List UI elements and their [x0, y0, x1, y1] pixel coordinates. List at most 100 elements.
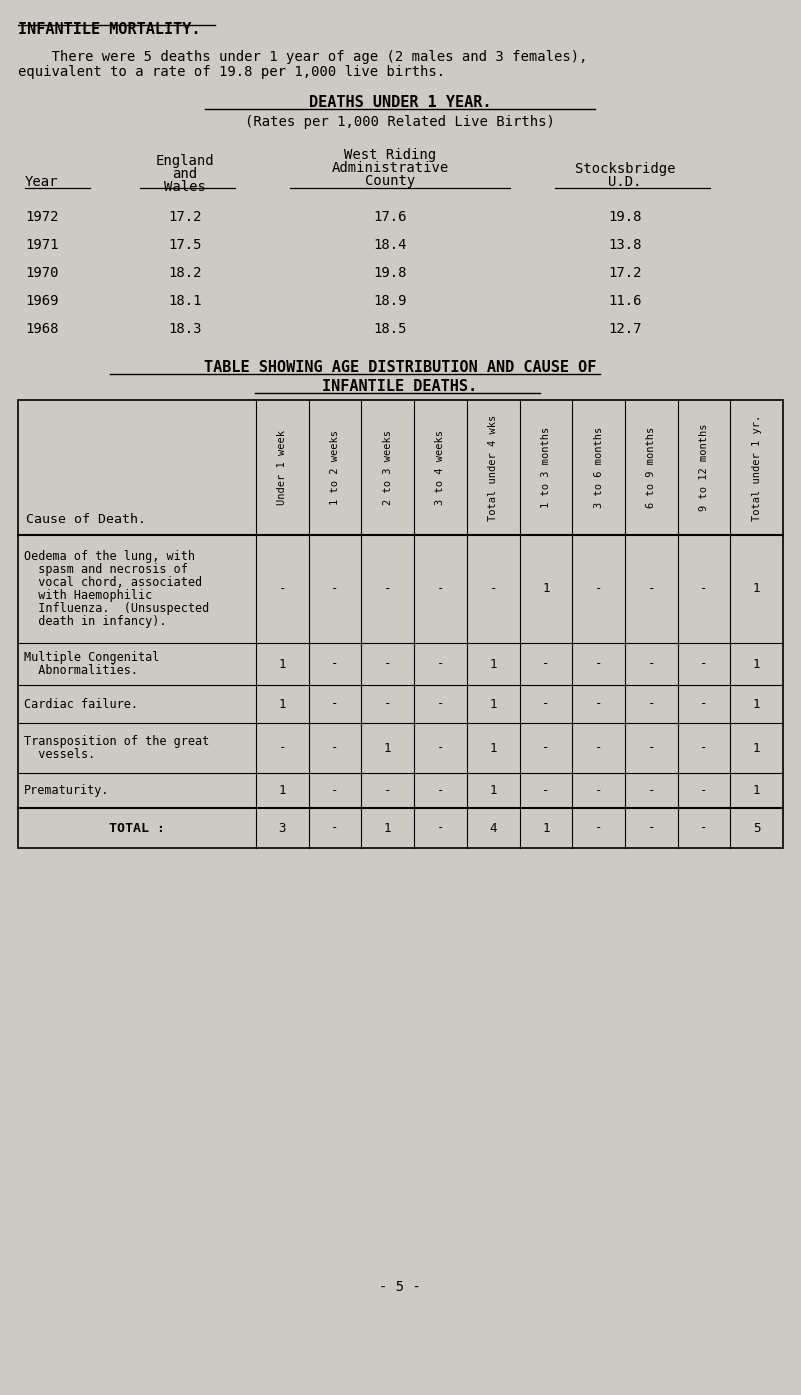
Text: -: - — [332, 742, 339, 755]
Text: County: County — [365, 174, 415, 188]
Text: 1: 1 — [489, 784, 497, 797]
Text: 1: 1 — [279, 784, 286, 797]
Text: 18.1: 18.1 — [168, 294, 202, 308]
Text: -: - — [437, 657, 445, 671]
Text: 1: 1 — [489, 657, 497, 671]
Text: 3: 3 — [279, 822, 286, 834]
Text: 1972: 1972 — [25, 211, 58, 225]
Text: 1 to 2 weeks: 1 to 2 weeks — [330, 430, 340, 505]
Text: Cause of Death.: Cause of Death. — [26, 513, 146, 526]
Text: -: - — [647, 657, 655, 671]
Text: -: - — [595, 784, 602, 797]
Text: and: and — [172, 167, 198, 181]
Text: Total under 4 wks: Total under 4 wks — [488, 414, 498, 520]
Text: -: - — [700, 822, 708, 834]
Text: There were 5 deaths under 1 year of age (2 males and 3 females),: There were 5 deaths under 1 year of age … — [18, 50, 587, 64]
Text: 5: 5 — [753, 822, 760, 834]
Text: vocal chord, associated: vocal chord, associated — [24, 576, 202, 589]
Text: 1: 1 — [384, 822, 392, 834]
Text: 1: 1 — [753, 742, 760, 755]
Text: 11.6: 11.6 — [608, 294, 642, 308]
Text: 18.5: 18.5 — [373, 322, 407, 336]
Text: 19.8: 19.8 — [373, 266, 407, 280]
Text: Influenza.  (Unsuspected: Influenza. (Unsuspected — [24, 603, 209, 615]
Text: Administrative: Administrative — [332, 160, 449, 174]
Text: Abnormalities.: Abnormalities. — [24, 664, 138, 677]
Text: 1971: 1971 — [25, 239, 58, 252]
Text: Cardiac failure.: Cardiac failure. — [24, 698, 138, 710]
Text: -: - — [384, 698, 392, 710]
Text: 12.7: 12.7 — [608, 322, 642, 336]
Text: -: - — [489, 583, 497, 596]
Text: 18.9: 18.9 — [373, 294, 407, 308]
Text: U.D.: U.D. — [608, 174, 642, 188]
Text: -: - — [437, 822, 445, 834]
Text: INFANTILE MORTALITY.: INFANTILE MORTALITY. — [18, 22, 200, 38]
Text: 1: 1 — [753, 698, 760, 710]
Text: -: - — [437, 784, 445, 797]
Text: 1968: 1968 — [25, 322, 58, 336]
Text: 6 to 9 months: 6 to 9 months — [646, 427, 656, 508]
Text: Total under 1 yr.: Total under 1 yr. — [751, 414, 762, 520]
Text: 13.8: 13.8 — [608, 239, 642, 252]
Text: 1: 1 — [753, 784, 760, 797]
Text: 1: 1 — [753, 657, 760, 671]
Text: INFANTILE DEATHS.: INFANTILE DEATHS. — [323, 379, 477, 393]
Text: 1: 1 — [489, 698, 497, 710]
Bar — [18, 400, 783, 848]
Text: Transposition of the great: Transposition of the great — [24, 735, 209, 748]
Text: -: - — [647, 742, 655, 755]
Text: Under 1 week: Under 1 week — [277, 430, 288, 505]
Text: 1: 1 — [279, 657, 286, 671]
Text: -: - — [700, 742, 708, 755]
Text: -: - — [384, 784, 392, 797]
Text: -: - — [437, 698, 445, 710]
Text: -: - — [542, 657, 549, 671]
Text: 9 to 12 months: 9 to 12 months — [699, 424, 709, 511]
Text: 17.6: 17.6 — [373, 211, 407, 225]
Text: 3 to 6 months: 3 to 6 months — [594, 427, 603, 508]
Text: England: England — [155, 153, 215, 167]
Text: -: - — [332, 698, 339, 710]
Text: -: - — [647, 822, 655, 834]
Text: 4: 4 — [489, 822, 497, 834]
Text: -: - — [542, 698, 549, 710]
Text: -: - — [542, 742, 549, 755]
Text: 17.2: 17.2 — [608, 266, 642, 280]
Text: - 5 -: - 5 - — [379, 1281, 421, 1295]
Text: -: - — [332, 784, 339, 797]
Text: -: - — [279, 583, 286, 596]
Text: 18.3: 18.3 — [168, 322, 202, 336]
Text: -: - — [437, 742, 445, 755]
Text: 17.5: 17.5 — [168, 239, 202, 252]
Text: Multiple Congenital: Multiple Congenital — [24, 651, 159, 664]
Text: TOTAL :: TOTAL : — [109, 822, 165, 834]
Text: -: - — [384, 583, 392, 596]
Text: Prematurity.: Prematurity. — [24, 784, 110, 797]
Text: 1: 1 — [384, 742, 392, 755]
Text: 1970: 1970 — [25, 266, 58, 280]
Text: -: - — [595, 822, 602, 834]
Text: -: - — [332, 583, 339, 596]
Text: -: - — [700, 698, 708, 710]
Text: 1: 1 — [753, 583, 760, 596]
Text: -: - — [542, 784, 549, 797]
Text: with Haemophilic: with Haemophilic — [24, 589, 152, 603]
Text: -: - — [437, 583, 445, 596]
Text: -: - — [595, 698, 602, 710]
Text: death in infancy).: death in infancy). — [24, 615, 167, 628]
Text: 1: 1 — [542, 583, 549, 596]
Text: -: - — [647, 698, 655, 710]
Text: -: - — [595, 742, 602, 755]
Text: (Rates per 1,000 Related Live Births): (Rates per 1,000 Related Live Births) — [245, 114, 555, 128]
Text: DEATHS UNDER 1 YEAR.: DEATHS UNDER 1 YEAR. — [308, 95, 491, 110]
Text: -: - — [700, 784, 708, 797]
Text: -: - — [279, 742, 286, 755]
Text: equivalent to a rate of 19.8 per 1,000 live births.: equivalent to a rate of 19.8 per 1,000 l… — [18, 66, 445, 80]
Text: 1 to 3 months: 1 to 3 months — [541, 427, 551, 508]
Text: 1: 1 — [489, 742, 497, 755]
Text: -: - — [647, 583, 655, 596]
Text: 2 to 3 weeks: 2 to 3 weeks — [383, 430, 392, 505]
Text: -: - — [595, 657, 602, 671]
Text: 1969: 1969 — [25, 294, 58, 308]
